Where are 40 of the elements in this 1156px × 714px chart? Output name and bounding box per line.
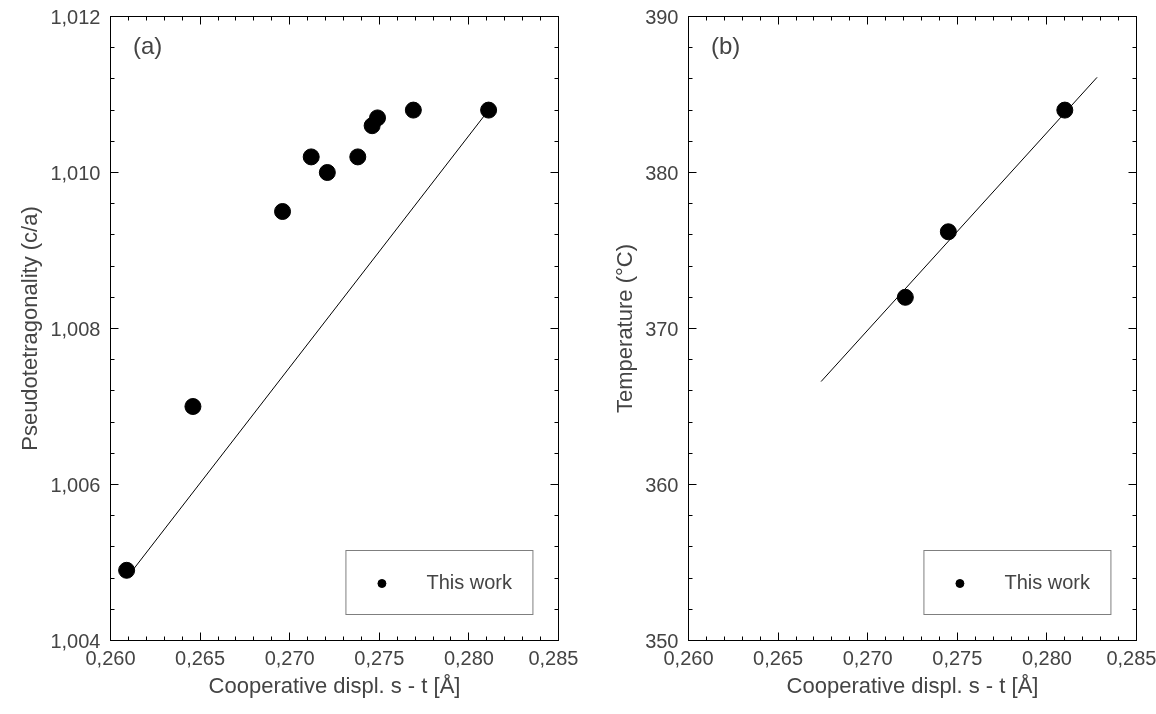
y-tick-label: 390: [645, 5, 679, 28]
legend-label: This work: [1004, 571, 1090, 594]
y-tick-label: 1,004: [50, 629, 101, 652]
y-tick-label: 360: [645, 473, 679, 496]
point: [369, 109, 387, 127]
x-tick-label: 0,285: [1106, 646, 1156, 669]
x-tick-label: 0,265: [175, 646, 226, 669]
x-axis-title: Cooperative displ. s - t [Å]: [208, 672, 461, 698]
x-tick-label: 0,275: [354, 646, 405, 669]
x-axis-title: Cooperative displ. s - t [Å]: [786, 672, 1039, 698]
x-tick-label: 0,275: [932, 646, 983, 669]
x-tick-label: 0,265: [753, 646, 804, 669]
annotation: (b): [710, 32, 741, 60]
point: [1056, 101, 1074, 119]
y-tick-label: 1,010: [50, 161, 101, 184]
point: [896, 288, 914, 306]
x-tick-label: 0,270: [264, 646, 315, 669]
point: [302, 148, 320, 166]
y-tick-label: 1,006: [50, 473, 101, 496]
x-tick-label: 0,280: [1021, 646, 1072, 669]
y-tick-label: 350: [645, 629, 679, 652]
x-tick-label: 0,285: [528, 646, 579, 669]
y-tick-label: 380: [645, 161, 679, 184]
y-axis-title: Temperature (°C): [612, 244, 638, 413]
point: [274, 203, 292, 220]
point: [184, 398, 202, 415]
y-tick-label: 370: [645, 317, 679, 340]
point: [349, 148, 367, 166]
point: [318, 164, 336, 181]
y-axis-title: Pseudotetragonality (c/a): [17, 206, 43, 451]
annotation: (a): [132, 32, 163, 60]
legend-label: This work: [426, 571, 512, 594]
x-tick-label: 0,280: [443, 646, 494, 669]
point: [480, 101, 498, 119]
point: [404, 101, 422, 119]
x-tick-label: 0,270: [842, 646, 893, 669]
y-tick-label: 1,008: [50, 317, 101, 340]
point: [118, 561, 136, 579]
point: [939, 223, 957, 241]
y-tick-label: 1,012: [50, 5, 101, 28]
